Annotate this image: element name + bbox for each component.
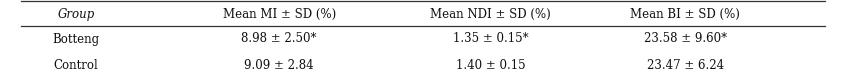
Text: 9.09 ± 2.84: 9.09 ± 2.84 bbox=[244, 59, 314, 72]
Text: Control: Control bbox=[54, 59, 98, 72]
Text: 1.40 ± 0.15: 1.40 ± 0.15 bbox=[456, 59, 525, 72]
Text: 8.98 ± 2.50*: 8.98 ± 2.50* bbox=[241, 33, 317, 45]
Text: 23.47 ± 6.24: 23.47 ± 6.24 bbox=[646, 59, 724, 72]
Text: 23.58 ± 9.60*: 23.58 ± 9.60* bbox=[644, 33, 727, 45]
Text: Mean MI ± SD (%): Mean MI ± SD (%) bbox=[222, 8, 336, 21]
Text: Group: Group bbox=[58, 8, 95, 21]
Text: Mean NDI ± SD (%): Mean NDI ± SD (%) bbox=[431, 8, 551, 21]
Text: Botteng: Botteng bbox=[52, 33, 100, 45]
Text: Mean BI ± SD (%): Mean BI ± SD (%) bbox=[630, 8, 740, 21]
Text: 1.35 ± 0.15*: 1.35 ± 0.15* bbox=[453, 33, 529, 45]
